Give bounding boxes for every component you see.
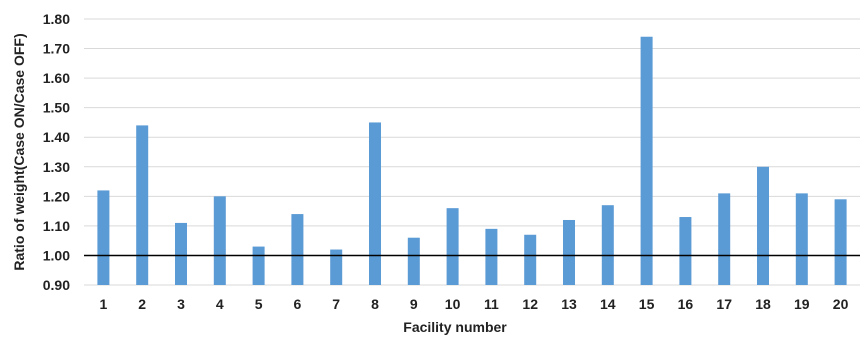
x-tick-label: 9 bbox=[410, 296, 418, 312]
bar-facility-11 bbox=[485, 228, 498, 285]
x-tick-label: 18 bbox=[755, 296, 771, 312]
x-tick-label: 2 bbox=[138, 296, 146, 312]
y-tick-label: 1.30 bbox=[43, 159, 70, 175]
bar-facility-8 bbox=[369, 122, 381, 285]
x-tick-labels: 1 2 3 4 5 6 7 8 9 10 11 12 13 14 15 16 17 18 19 20 bbox=[100, 296, 849, 312]
x-tick-label: 13 bbox=[561, 296, 577, 312]
bar-facility-18 bbox=[757, 166, 769, 285]
bar-facility-16 bbox=[679, 217, 692, 285]
bar-facility-13 bbox=[563, 219, 575, 285]
bar-facility-19 bbox=[795, 193, 808, 285]
x-tick-label: 6 bbox=[294, 296, 302, 312]
x-tick-label: 12 bbox=[522, 296, 538, 312]
bar-facility-15 bbox=[640, 36, 653, 285]
x-tick-label: 10 bbox=[445, 296, 461, 312]
x-tick-label: 20 bbox=[833, 296, 849, 312]
bars bbox=[97, 36, 847, 286]
x-tick-label: 16 bbox=[678, 296, 694, 312]
bar-facility-6 bbox=[291, 214, 304, 285]
bar-facility-3 bbox=[175, 222, 187, 285]
gridlines bbox=[84, 18, 860, 286]
y-tick-label: 1.20 bbox=[43, 188, 70, 204]
bar-facility-2 bbox=[136, 125, 149, 286]
x-tick-label: 4 bbox=[216, 296, 224, 312]
y-tick-label: 1.10 bbox=[43, 218, 70, 234]
y-tick-label: 1.00 bbox=[43, 247, 70, 263]
bar-facility-10 bbox=[446, 208, 459, 285]
y-tick-label: 1.70 bbox=[43, 41, 70, 57]
bar-facility-20 bbox=[834, 199, 847, 285]
x-tick-label: 14 bbox=[600, 296, 616, 312]
x-tick-label: 15 bbox=[639, 296, 655, 312]
x-tick-label: 5 bbox=[255, 296, 263, 312]
bar-facility-9 bbox=[407, 237, 420, 285]
y-tick-label: 0.90 bbox=[43, 277, 70, 293]
bar-facility-1 bbox=[97, 190, 110, 285]
bar-facility-14 bbox=[601, 205, 614, 285]
bar-facility-4 bbox=[213, 196, 226, 285]
x-tick-label: 7 bbox=[332, 296, 340, 312]
y-axis-title: Ratio of weight(Case ON/Case OFF) bbox=[11, 33, 27, 270]
x-axis-title: Facility number bbox=[403, 319, 507, 335]
y-tick-label: 1.40 bbox=[43, 129, 70, 145]
x-tick-label: 1 bbox=[100, 296, 108, 312]
x-tick-label: 19 bbox=[794, 296, 810, 312]
x-tick-label: 11 bbox=[484, 296, 499, 312]
y-tick-label: 1.60 bbox=[43, 70, 70, 86]
bar-facility-5 bbox=[252, 246, 265, 285]
y-tick-label: 1.50 bbox=[43, 100, 70, 116]
bar-facility-12 bbox=[524, 234, 537, 285]
bar-facility-17 bbox=[718, 193, 731, 285]
y-tick-labels: 0.90 1.00 1.10 1.20 1.30 1.40 1.50 1.60 1.70 1.80 bbox=[43, 11, 70, 293]
x-tick-label: 8 bbox=[371, 296, 379, 312]
x-tick-label: 3 bbox=[177, 296, 185, 312]
x-tick-label: 17 bbox=[716, 296, 732, 312]
y-tick-label: 1.80 bbox=[43, 11, 70, 27]
bar-facility-7 bbox=[330, 249, 343, 285]
